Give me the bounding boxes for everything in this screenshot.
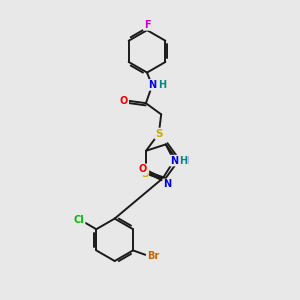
Text: S: S	[141, 169, 148, 179]
Text: H: H	[158, 80, 166, 90]
Text: N: N	[148, 80, 156, 90]
Text: Cl: Cl	[74, 215, 85, 225]
Text: F: F	[144, 20, 150, 30]
Text: N: N	[163, 179, 171, 190]
Text: Br: Br	[147, 251, 159, 261]
Text: O: O	[139, 164, 147, 174]
Text: H: H	[179, 156, 188, 166]
Text: S: S	[155, 128, 163, 139]
Text: N: N	[170, 156, 178, 166]
Text: O: O	[120, 96, 128, 106]
Text: N: N	[180, 156, 188, 166]
